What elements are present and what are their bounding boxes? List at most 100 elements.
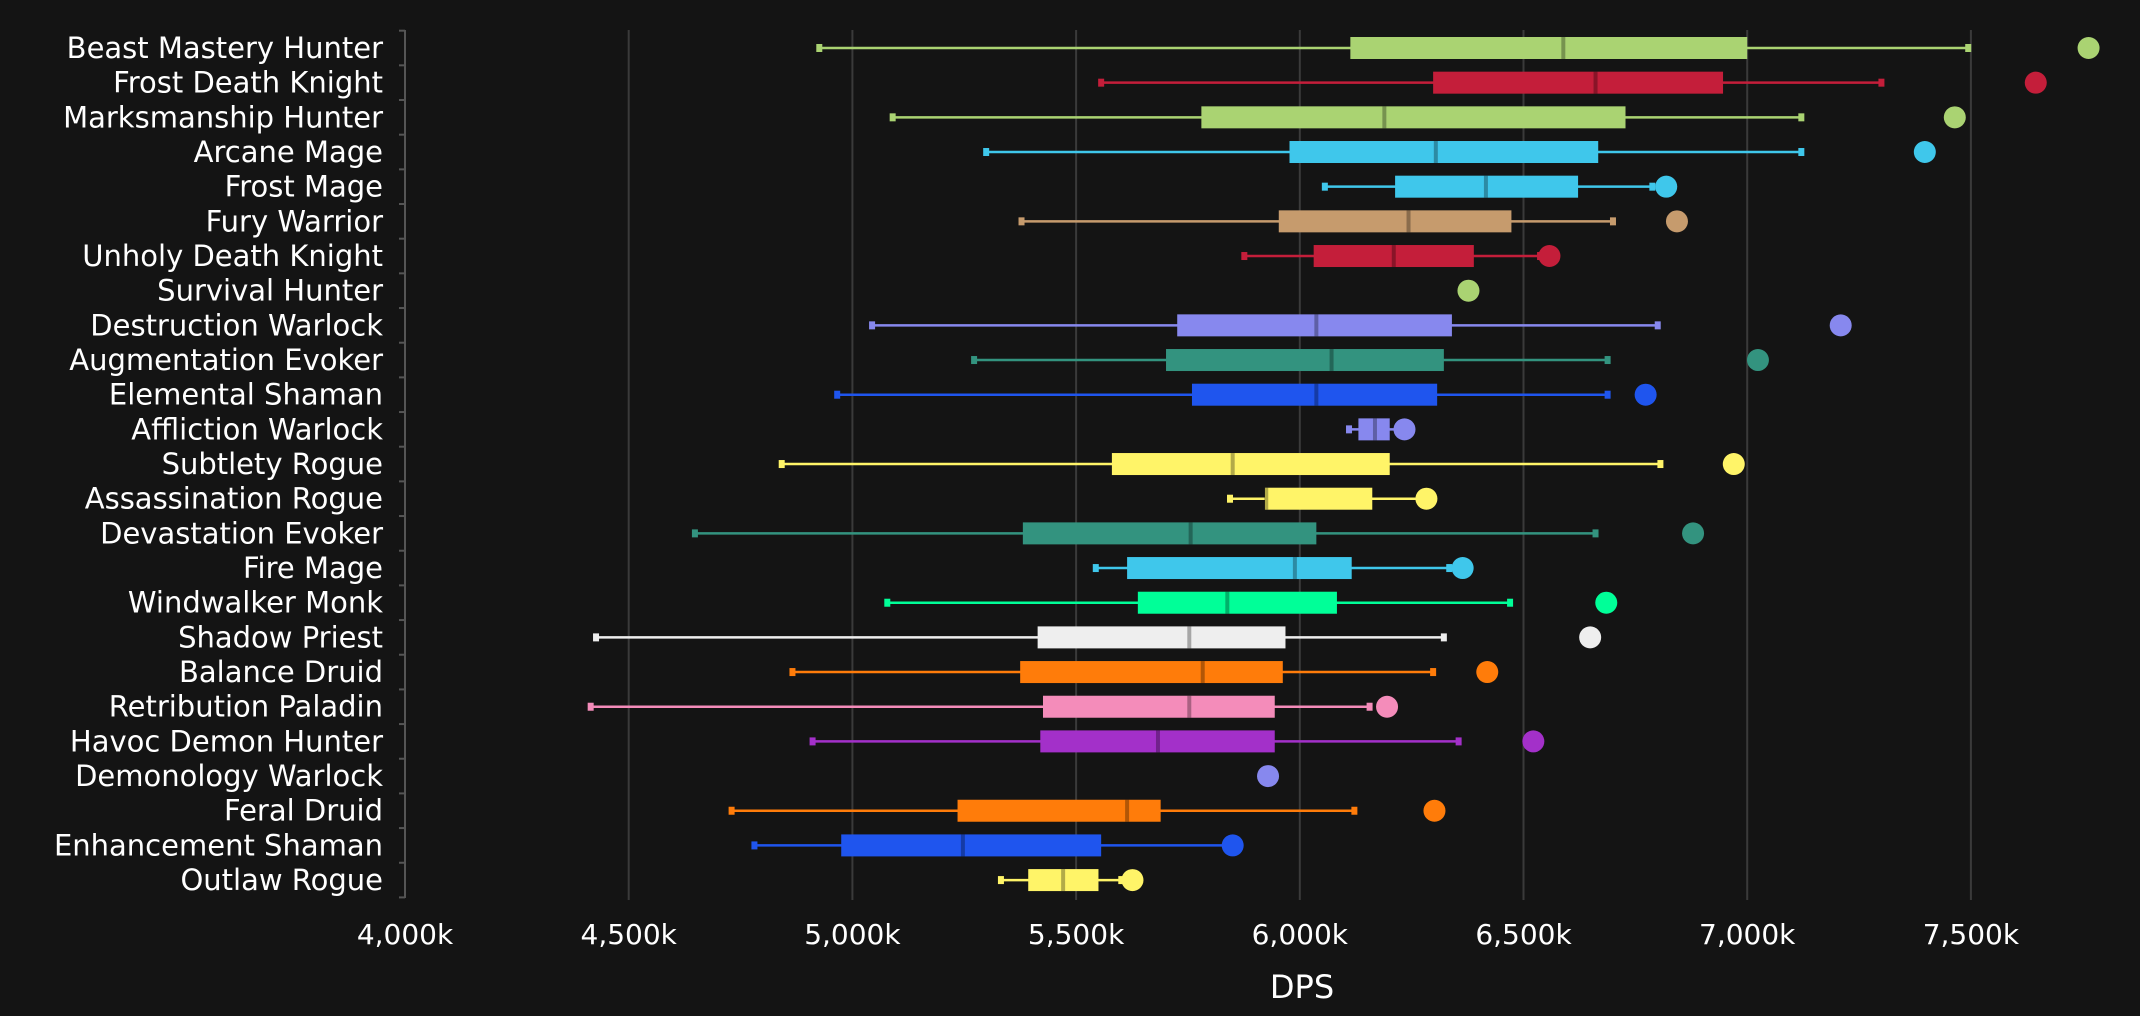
iqr-box [1177,314,1452,337]
y-category-label: Arcane Mage [194,135,383,169]
x-tick-label: 5,500k [1028,918,1125,951]
row-balance-druid: Balance Druid [179,655,1499,689]
whisker-cap-min [728,806,735,815]
iqr-box [1278,210,1512,233]
top-value-dot [1722,453,1745,476]
iqr-box [1137,591,1337,614]
top-value-dot [1538,245,1561,268]
whisker-cap-min [869,321,876,330]
iqr-box [1166,349,1444,372]
whisker-cap-max [1366,702,1373,711]
row-arcane-mage: Arcane Mage [194,135,1936,169]
row-fury-warrior: Fury Warrior [206,204,1688,238]
top-value-dot [1121,869,1144,892]
y-category-label: Enhancement Shaman [54,828,383,862]
row-unholy-death-knight: Unholy Death Knight [82,239,1561,273]
row-devastation-evoker: Devastation Evoker [100,516,1705,550]
top-value-dot [1423,799,1446,822]
whisker-cap-min [691,529,698,538]
row-beast-mastery-hunter: Beast Mastery Hunter [67,31,2100,65]
y-category-label: Assassination Rogue [85,482,383,516]
x-tick-label: 6,500k [1475,918,1572,951]
row-windwalker-monk: Windwalker Monk [128,586,1618,620]
whisker-cap-max [1455,737,1462,746]
whisker-cap-max [1604,390,1611,399]
row-marksmanship-hunter: Marksmanship Hunter [63,100,1966,134]
whisker-cap-max [1351,806,1358,815]
x-tick-label: 6,000k [1252,918,1349,951]
top-value-dot [1913,141,1936,164]
whisker-cap-max [1798,148,1805,157]
whisker-cap-min [971,356,978,365]
whisker-cap-max [1609,217,1616,226]
x-axis-title: DPS [1270,968,1334,1006]
top-value-dot [1579,626,1602,649]
iqr-box [1020,661,1283,684]
iqr-box [1350,37,1748,59]
top-value-dot [1376,695,1399,718]
y-category-label: Feral Druid [224,794,383,828]
iqr-box [1395,175,1579,198]
iqr-box [1201,106,1626,129]
iqr-box [1289,141,1599,164]
y-category-label: Fury Warrior [206,204,384,238]
whisker-cap-min [593,633,600,642]
y-category-label: Beast Mastery Hunter [67,31,383,65]
top-value-dot [1943,106,1966,129]
y-category-label: Demonology Warlock [75,759,383,793]
top-value-dot [1746,349,1769,372]
whisker-cap-min [816,44,823,52]
row-survival-hunter: Survival Hunter [157,274,1480,308]
whisker-cap-min [834,390,841,399]
top-value-dot [1829,314,1852,337]
y-category-label: Fire Mage [243,551,383,585]
row-retribution-paladin: Retribution Paladin [109,690,1399,724]
x-tick-label: 7,500k [1923,918,2020,951]
iqr-box [957,799,1161,822]
row-enhancement-shaman: Enhancement Shaman [54,828,1244,862]
row-frost-death-knight: Frost Death Knight [113,66,2047,100]
y-category-label: Unholy Death Knight [82,239,383,273]
whisker-cap-max [1604,356,1611,365]
x-tick-label: 4,000k [357,918,454,951]
whisker-cap-max [1798,113,1805,122]
top-value-dot [1476,661,1499,684]
top-value-dot [1682,522,1705,545]
whisker-cap-max [1654,321,1661,330]
top-value-dot [1457,279,1480,302]
whisker-cap-min [587,702,594,711]
iqr-box [1358,418,1390,441]
whisker-cap-max [1965,44,1972,52]
top-value-dot [1634,383,1657,406]
iqr-box [1040,730,1275,753]
top-value-dot [2024,71,2047,94]
row-demonology-warlock: Demonology Warlock [75,759,1280,793]
top-value-dot [1665,210,1688,233]
whisker-cap-min [1321,182,1328,191]
row-outlaw-rogue: Outlaw Rogue [180,863,1144,897]
whisker-cap-min [997,876,1004,885]
whisker-cap-min [1227,494,1234,503]
top-value-dot [1655,175,1678,198]
whisker-cap-min [789,668,796,677]
whisker-cap-min [1241,252,1248,261]
iqr-box [1433,71,1724,94]
whisker-cap-min [751,841,758,850]
row-feral-druid: Feral Druid [224,794,1446,828]
y-category-label: Outlaw Rogue [180,863,383,897]
whisker-cap-min [983,148,990,157]
iqr-box [1028,869,1099,892]
y-category-label: Marksmanship Hunter [63,100,383,134]
iqr-box [1313,245,1474,268]
top-value-dot [1595,591,1618,614]
iqr-box [1022,522,1317,545]
top-value-dot [1415,487,1438,510]
top-value-dot [1451,557,1474,580]
top-value-dot [1257,765,1280,788]
iqr-box [1191,383,1438,406]
y-category-label: Elemental Shaman [109,378,383,412]
y-category-label: Subtlety Rogue [162,447,383,481]
row-augmentation-evoker: Augmentation Evoker [69,343,1769,377]
